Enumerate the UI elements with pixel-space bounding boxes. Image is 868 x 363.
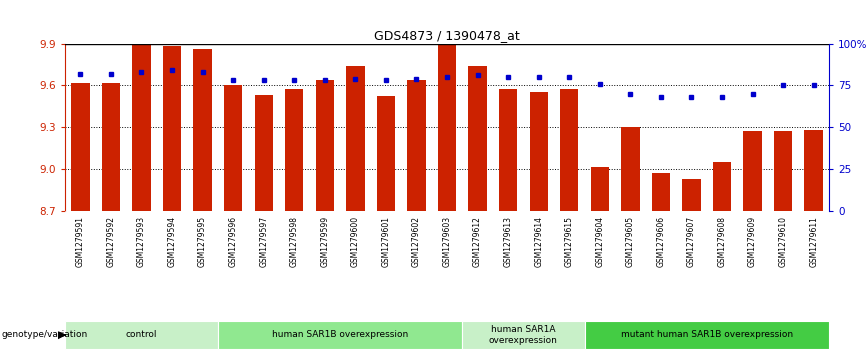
Text: GSM1279610: GSM1279610	[779, 216, 787, 267]
Bar	[652, 173, 670, 211]
Bar	[224, 85, 242, 211]
Text: GSM1279605: GSM1279605	[626, 216, 635, 267]
Text: GSM1279601: GSM1279601	[381, 216, 391, 267]
Text: ▶: ▶	[58, 330, 65, 340]
Bar	[71, 82, 89, 211]
Bar	[469, 66, 487, 211]
Text: human SAR1B overexpression: human SAR1B overexpression	[272, 330, 408, 339]
Bar	[584, 321, 829, 349]
Text: GSM1279613: GSM1279613	[503, 216, 513, 267]
Text: GSM1279598: GSM1279598	[290, 216, 299, 267]
Text: GSM1279614: GSM1279614	[534, 216, 543, 267]
Bar	[285, 89, 304, 211]
Text: GSM1279606: GSM1279606	[656, 216, 666, 267]
Text: GSM1279591: GSM1279591	[76, 216, 85, 267]
Bar	[499, 89, 517, 211]
Text: GSM1279596: GSM1279596	[228, 216, 238, 267]
Text: control: control	[126, 330, 157, 339]
Bar	[774, 131, 792, 211]
Bar	[560, 89, 578, 211]
Bar	[621, 127, 640, 211]
Text: GSM1279595: GSM1279595	[198, 216, 207, 267]
Bar	[194, 49, 212, 211]
Bar	[102, 82, 120, 211]
Text: GSM1279603: GSM1279603	[443, 216, 451, 267]
Bar	[132, 45, 151, 211]
Text: GSM1279604: GSM1279604	[595, 216, 604, 267]
Bar	[346, 66, 365, 211]
Title: GDS4873 / 1390478_at: GDS4873 / 1390478_at	[374, 29, 520, 42]
Text: GSM1279600: GSM1279600	[351, 216, 360, 267]
Text: GSM1279608: GSM1279608	[718, 216, 727, 267]
Bar	[163, 46, 181, 211]
Text: GSM1279599: GSM1279599	[320, 216, 329, 267]
Text: GSM1279611: GSM1279611	[809, 216, 819, 267]
Text: GSM1279594: GSM1279594	[168, 216, 176, 267]
Text: GSM1279592: GSM1279592	[107, 216, 115, 267]
Bar	[254, 95, 273, 211]
Bar	[590, 167, 609, 211]
Bar	[743, 131, 762, 211]
Text: GSM1279607: GSM1279607	[687, 216, 696, 267]
Text: mutant human SAR1B overexpression: mutant human SAR1B overexpression	[621, 330, 792, 339]
Bar	[437, 45, 457, 211]
Text: GSM1279593: GSM1279593	[137, 216, 146, 267]
Text: GSM1279615: GSM1279615	[565, 216, 574, 267]
Bar	[682, 179, 700, 211]
Bar	[407, 80, 425, 211]
Text: human SAR1A
overexpression: human SAR1A overexpression	[489, 325, 558, 344]
Text: GSM1279612: GSM1279612	[473, 216, 482, 267]
Bar	[218, 321, 463, 349]
Bar	[529, 92, 548, 211]
Bar	[65, 321, 218, 349]
Bar	[805, 130, 823, 211]
Text: GSM1279609: GSM1279609	[748, 216, 757, 267]
Text: GSM1279597: GSM1279597	[260, 216, 268, 267]
Bar	[316, 80, 334, 211]
Bar	[713, 162, 731, 211]
Text: genotype/variation: genotype/variation	[2, 330, 88, 339]
Text: GSM1279602: GSM1279602	[412, 216, 421, 267]
Bar	[377, 97, 395, 211]
Bar	[463, 321, 584, 349]
